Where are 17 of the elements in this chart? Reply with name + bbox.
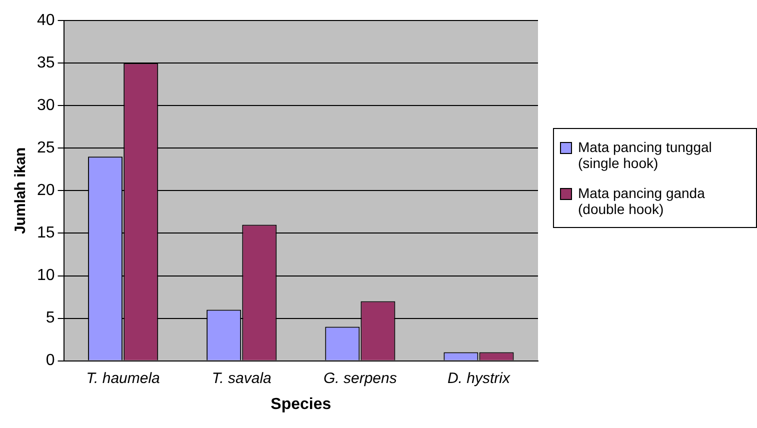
y-axis-title: Jumlah ikan bbox=[12, 147, 30, 234]
y-tick-label: 25 bbox=[37, 140, 55, 157]
y-tick-label: 15 bbox=[37, 224, 55, 242]
x-tick-label: G. serpens bbox=[323, 370, 398, 387]
y-tick-label: 40 bbox=[37, 12, 55, 30]
x-tick-label: T. haumela bbox=[86, 370, 160, 387]
y-tick-label: 30 bbox=[37, 97, 55, 114]
y-tick-label: 0 bbox=[46, 352, 55, 370]
y-tick-label: 35 bbox=[37, 54, 55, 72]
x-tick-label: T. savala bbox=[212, 370, 272, 387]
y-tick-label: 10 bbox=[37, 267, 55, 284]
legend-label: Mata pancing tunggal (single hook) bbox=[578, 139, 713, 171]
y-tick-label: 20 bbox=[37, 182, 55, 200]
y-tick-label: 5 bbox=[46, 310, 55, 327]
x-tick-label: D. hystrix bbox=[447, 370, 510, 387]
legend-label: Mata pancing ganda (double hook) bbox=[578, 185, 706, 217]
x-axis-title: Species bbox=[270, 396, 332, 413]
